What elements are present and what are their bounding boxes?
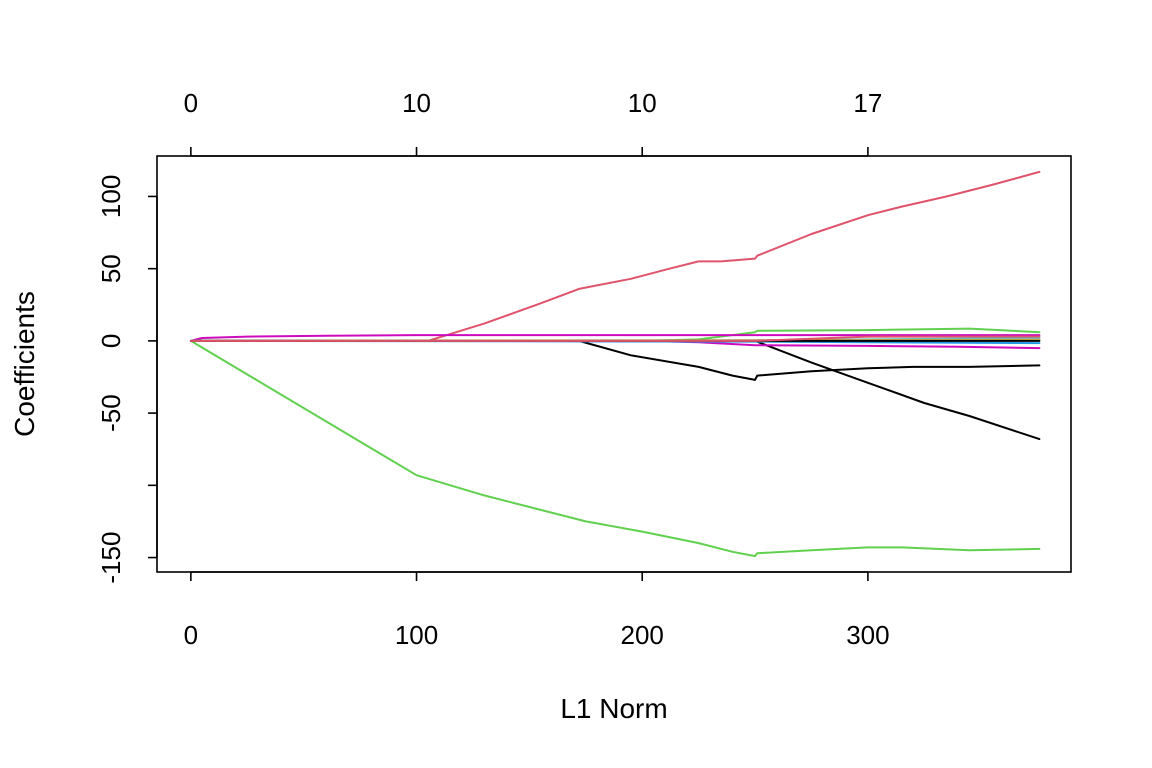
- top-tick-label: 0: [184, 88, 198, 118]
- x-tick-label: 300: [846, 620, 889, 650]
- y-tick-label: 50: [96, 254, 126, 283]
- coefficient-path-4: [189, 339, 1041, 381]
- y-axis-title: Coefficients: [9, 291, 40, 437]
- y-tick-label: 0: [96, 334, 126, 348]
- x-tick-label: 200: [621, 620, 664, 650]
- axis-layer: 0 100 200 300 0 10 10 17 -150 -50 0 50 100: [96, 88, 890, 650]
- top-tick-label: 10: [628, 88, 657, 118]
- coefficient-path-1: [189, 170, 1041, 342]
- x-axis-title: L1 Norm: [560, 693, 667, 724]
- coefficient-path-2: [189, 339, 1041, 558]
- x-tick-label: 0: [184, 620, 198, 650]
- coefficient-path-6: [189, 334, 1041, 342]
- y-tick-label: -150: [96, 532, 126, 584]
- x-tick-label: 100: [395, 620, 438, 650]
- top-tick-label: 17: [853, 88, 882, 118]
- series-layer: [189, 170, 1041, 558]
- top-tick-label: 10: [402, 88, 431, 118]
- y-tick-label: -50: [96, 394, 126, 432]
- y-tick-label: 100: [96, 175, 126, 218]
- coefficient-path-13: [189, 335, 1041, 342]
